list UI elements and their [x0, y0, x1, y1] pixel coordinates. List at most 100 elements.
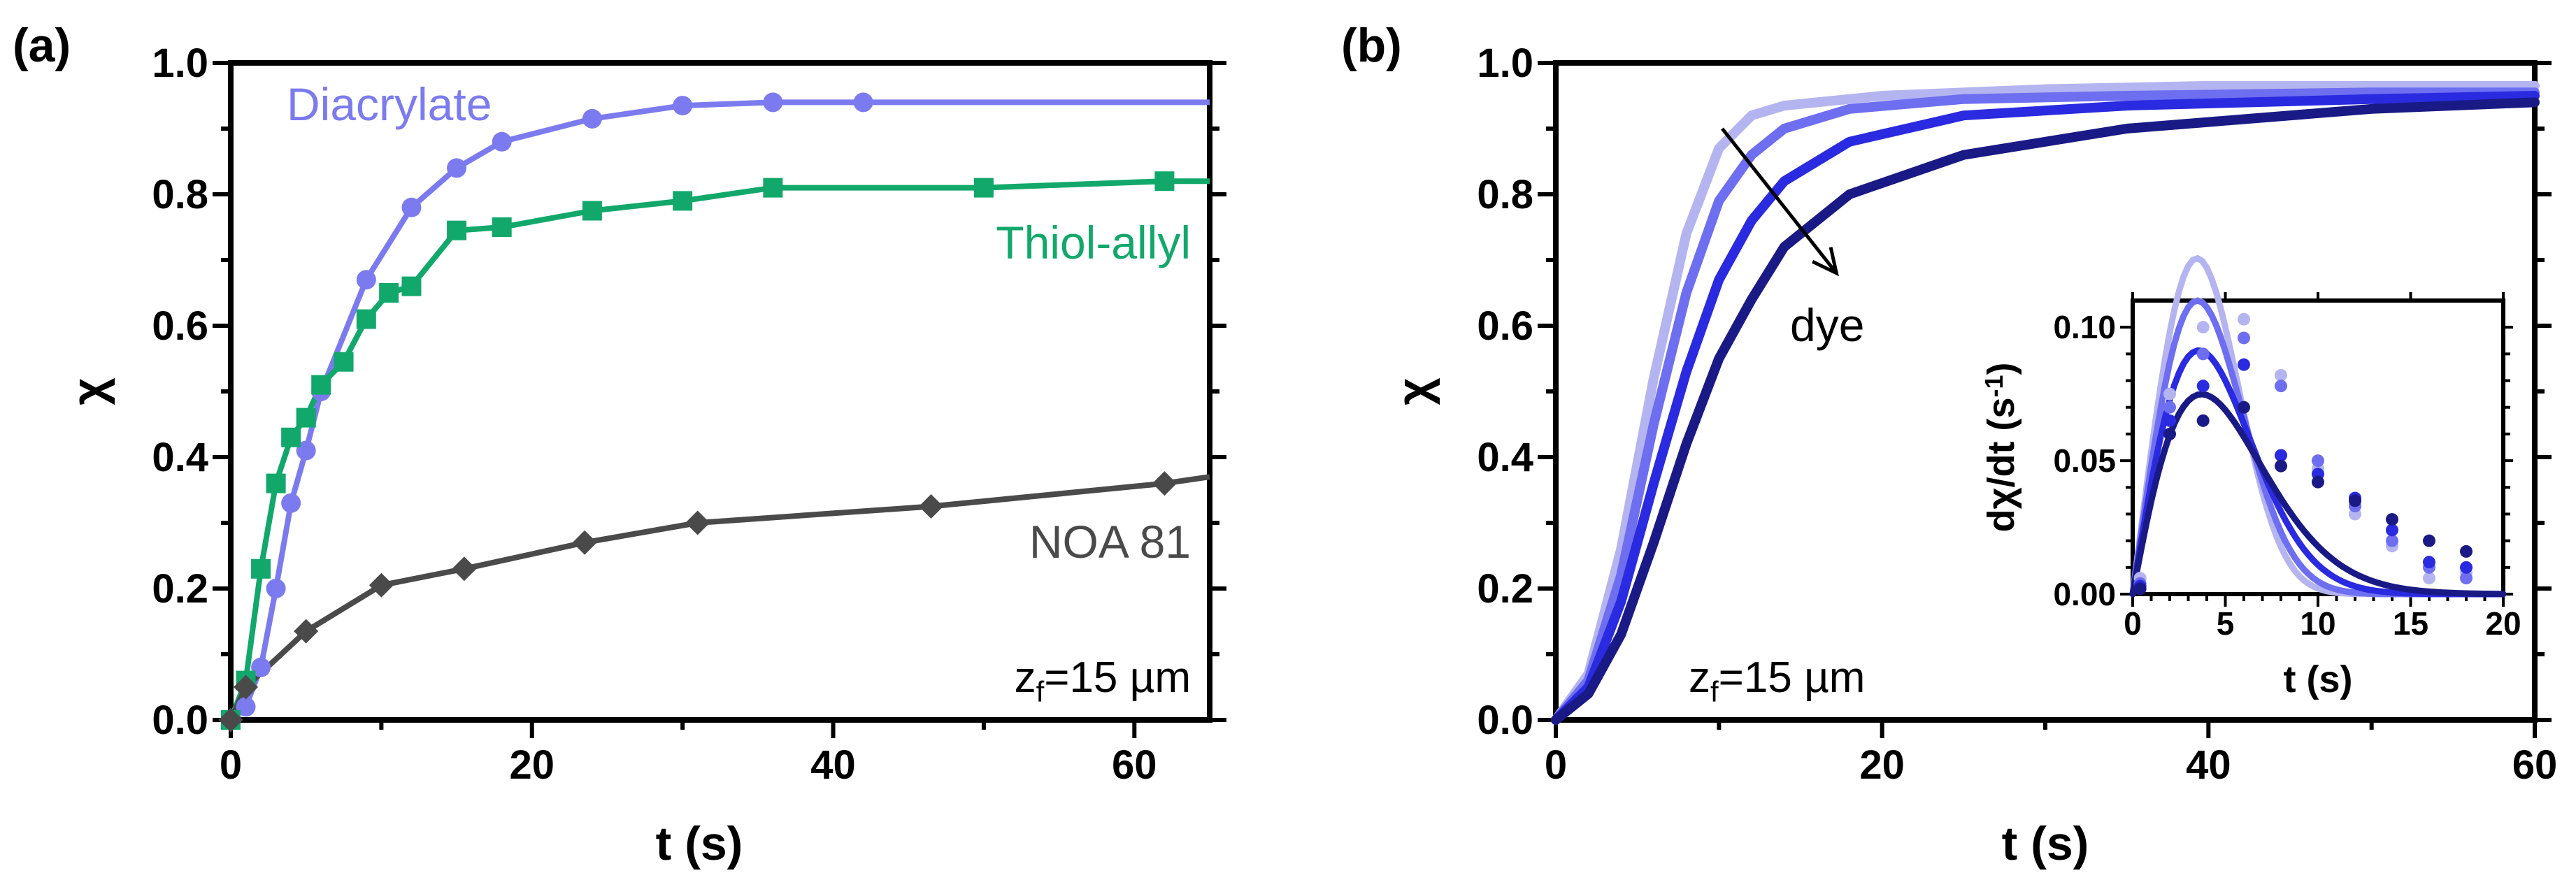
y-tick-label: 0.4: [1477, 435, 1533, 480]
inset-data-point: [2386, 534, 2398, 547]
panel-b-xlabel: t (s): [2002, 817, 2089, 870]
inset-data-point: [2349, 494, 2361, 507]
x-tick-label: 15: [2393, 605, 2428, 642]
inset-data-point: [2312, 454, 2324, 468]
inset-data-point: [2423, 556, 2435, 569]
x-tick-label: 20: [1859, 742, 1905, 788]
inset-data-point: [2133, 582, 2147, 596]
data-point-circle: [492, 131, 512, 152]
data-point-diamond: [452, 556, 477, 582]
inset-data-point: [2460, 544, 2473, 558]
inset-data-point: [2163, 387, 2176, 401]
x-tick-label: 0: [2124, 605, 2142, 642]
dye-curve-1: [1551, 87, 2540, 725]
x-tick-label: 0: [1545, 742, 1567, 788]
y-tick-label: 0.05: [2053, 442, 2116, 479]
panel-b-axes: 0 20 40 60 0.0 0.2 0.4 0.6 0.8 1.0: [1477, 41, 2557, 788]
data-point-circle: [356, 270, 376, 290]
inset-markers: [2133, 312, 2473, 596]
dye-curve-2: [1551, 91, 2540, 725]
inset-data-point: [2238, 312, 2250, 326]
legend-label-diacrylate: Diacrylate: [287, 78, 492, 130]
data-point-square: [973, 178, 994, 198]
panel-a-frame: [228, 60, 1212, 723]
inset-ylabel: dχ/dt (s-1): [1980, 362, 2022, 532]
inset-data-point: [2386, 524, 2398, 537]
data-point-square: [492, 217, 512, 237]
dye-curve-0: [1551, 80, 2540, 725]
inset-fit-lines: [2129, 254, 2507, 598]
inset-data-point: [2423, 572, 2435, 585]
y-tick-label: 0.2: [152, 566, 208, 612]
x-tick-label: 10: [2300, 605, 2335, 642]
panel-a-label: (a): [13, 19, 71, 72]
data-point-circle: [251, 657, 271, 677]
inset-data-point: [2238, 401, 2250, 414]
inset-data-point: [2163, 401, 2176, 414]
data-point-circle: [582, 108, 602, 129]
inset-data-point: [2163, 427, 2176, 440]
inset-data-point: [2238, 331, 2250, 345]
data-point-diamond: [368, 572, 394, 598]
panel-a-axes: 0 20 40 60 0.0 0.2 0.4 0.6 0.8 1.0: [152, 41, 1226, 788]
inset-axes: 0 5 10 15 20 0.00 0.05 0.10: [2053, 292, 2521, 642]
y-tick-label: 0.4: [152, 435, 208, 480]
data-point-circle: [296, 440, 316, 461]
panel-b: (b) 0 20 40 60 0.0 0.2 0.4 0.6 0.8 1.0 χ t (s) zf…: [1341, 19, 2557, 870]
inset-plot: 0 5 10 15 20 0.00 0.05 0.10 dχ/dt (s-1) t (s): [1980, 254, 2521, 700]
y-tick-label: 0.8: [1477, 172, 1533, 217]
panel-a-xlabel: t (s): [656, 817, 743, 870]
dye-curve-3: [1551, 97, 2540, 725]
data-point-square: [673, 191, 693, 211]
dye-label: dye: [1790, 299, 1864, 351]
panel-a-ylabel: χ: [62, 377, 115, 405]
y-tick-label: 0.0: [1477, 698, 1533, 743]
y-tick-label: 0.8: [152, 172, 208, 217]
panel-b-label: (b): [1341, 19, 1402, 72]
x-tick-label: 5: [2217, 605, 2235, 642]
data-point-diamond: [685, 510, 710, 535]
data-point-diamond: [294, 619, 319, 644]
x-tick-label: 20: [2485, 605, 2521, 642]
y-tick-label: 0.0: [152, 698, 208, 743]
data-point-square: [334, 352, 354, 372]
x-tick-label: 60: [2512, 742, 2558, 788]
panel-b-zf-annotation: zf=15 µm: [1689, 654, 1865, 708]
data-point-diamond: [218, 707, 243, 733]
data-point-square: [1154, 171, 1175, 192]
panel-b-ylabel: χ: [1387, 377, 1440, 405]
inset-data-point: [2275, 380, 2287, 393]
inset-data-point: [2196, 380, 2210, 393]
x-tick-label: 20: [510, 742, 555, 788]
data-point-diamond: [234, 675, 259, 700]
data-point-square: [251, 558, 271, 579]
data-point-square: [401, 276, 422, 296]
data-point-square: [447, 220, 467, 240]
data-point-circle: [401, 197, 422, 217]
y-tick-label: 1.0: [152, 41, 208, 86]
data-point-diamond: [572, 530, 597, 555]
data-point-circle: [763, 92, 783, 113]
x-tick-label: 40: [810, 742, 856, 788]
data-point-circle: [853, 92, 873, 113]
inset-data-point: [2460, 561, 2473, 574]
inset-fit-3: [2129, 391, 2507, 598]
data-point-square: [311, 375, 331, 395]
inset-data-point: [2163, 414, 2176, 427]
panel-a-fit-lines: [228, 99, 1210, 723]
fit-line-2: [228, 474, 1210, 721]
data-point-diamond: [919, 494, 944, 519]
data-point-square: [266, 473, 286, 493]
data-point-square: [379, 283, 399, 303]
inset-data-point: [2460, 572, 2473, 585]
data-point-circle: [447, 158, 467, 178]
inset-data-point: [2386, 513, 2398, 526]
data-point-square: [281, 427, 301, 447]
dye-arrow: [1721, 127, 1838, 275]
data-point-square: [296, 407, 316, 428]
inset-xlabel: t (s): [2284, 658, 2353, 700]
y-tick-label: 1.0: [1477, 41, 1533, 86]
y-tick-label: 0.2: [1477, 566, 1533, 612]
panel-a-markers: [218, 92, 1177, 733]
